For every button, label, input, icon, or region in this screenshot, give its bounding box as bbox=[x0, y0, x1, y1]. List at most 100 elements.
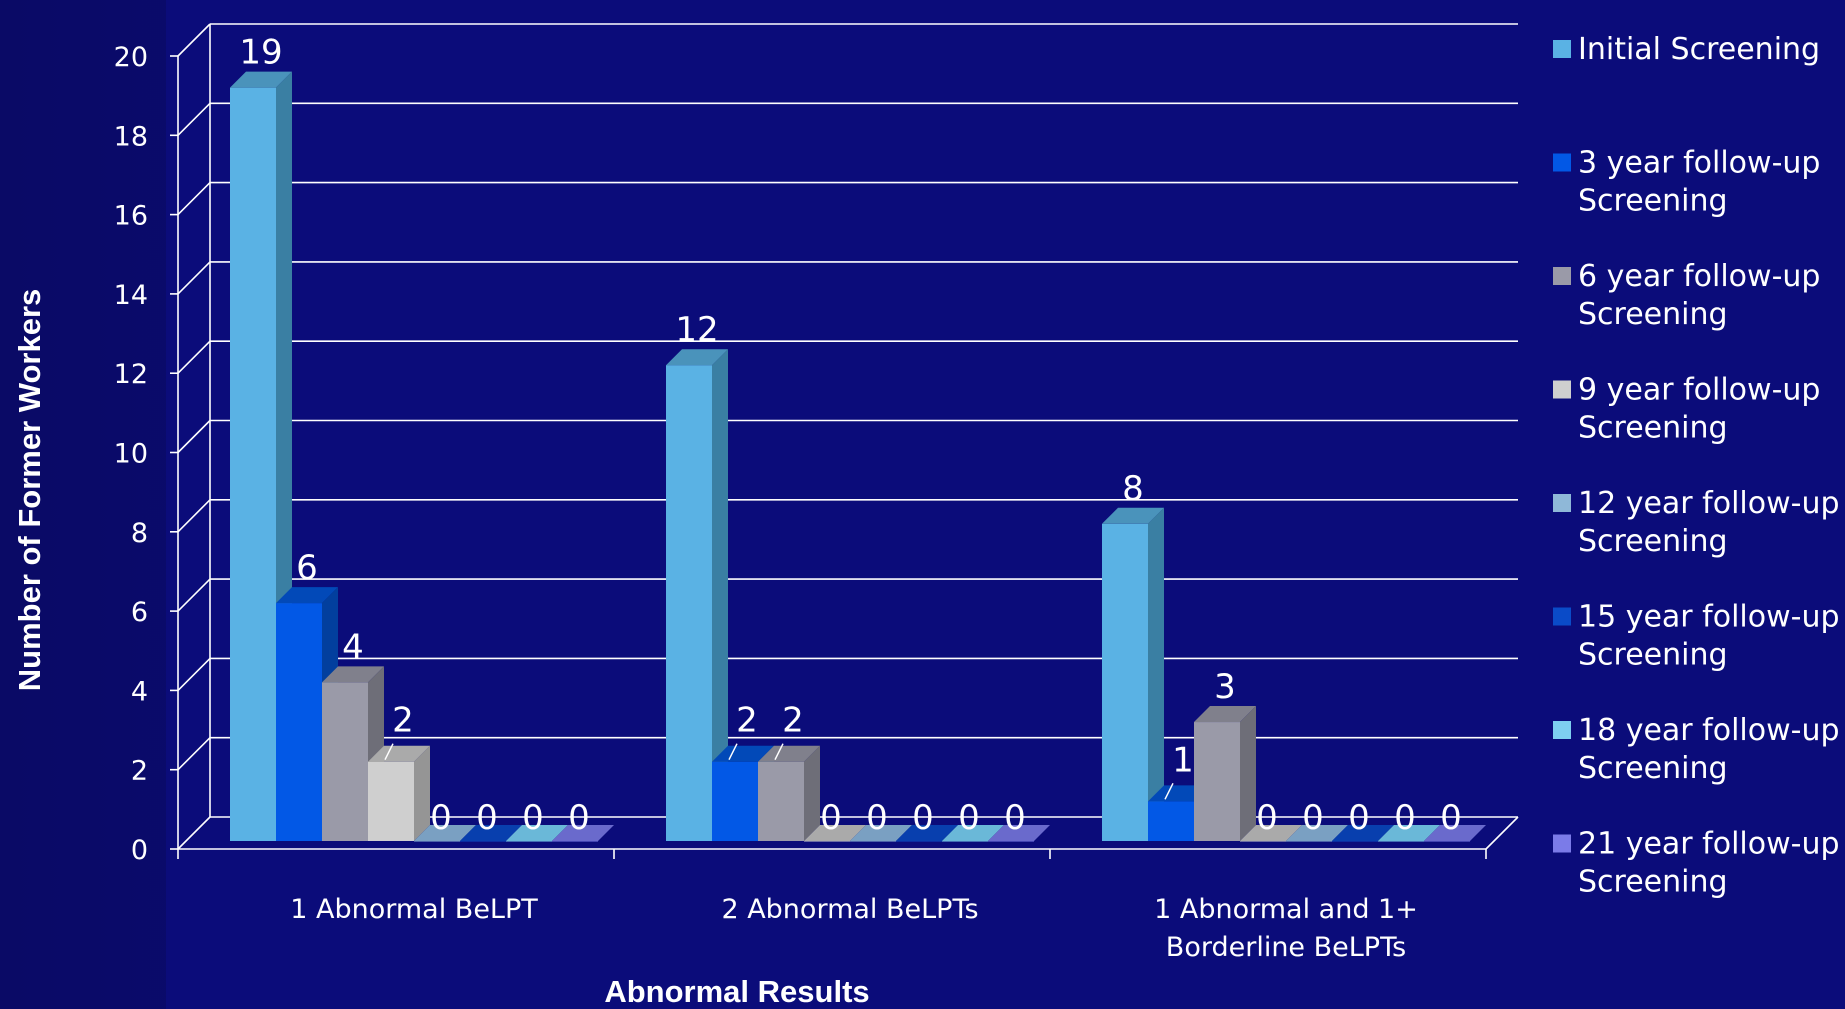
data-label: 0 bbox=[1256, 798, 1278, 838]
bar-front bbox=[896, 841, 942, 842]
bar bbox=[506, 825, 568, 842]
bar-top bbox=[368, 745, 430, 762]
x-axis-title: Abnormal Results bbox=[604, 974, 869, 1009]
bar-top bbox=[460, 825, 522, 841]
y-tick-label: 10 bbox=[114, 439, 148, 470]
bar-front bbox=[230, 87, 276, 841]
bar-top bbox=[1378, 825, 1440, 841]
bar-front bbox=[850, 841, 896, 842]
bar-front bbox=[1194, 722, 1240, 841]
leader-line bbox=[774, 743, 784, 761]
bar bbox=[1424, 825, 1486, 842]
bar-top bbox=[1286, 825, 1348, 841]
bar-top bbox=[552, 825, 614, 841]
bar-front bbox=[322, 682, 368, 841]
bar-front bbox=[1148, 801, 1194, 841]
bar-top bbox=[276, 587, 338, 604]
bar bbox=[896, 825, 958, 842]
bar-front bbox=[1424, 841, 1470, 842]
bar-top bbox=[896, 825, 958, 841]
bar-front bbox=[666, 365, 712, 841]
data-label: 0 bbox=[866, 798, 888, 838]
bar-top bbox=[1240, 825, 1302, 841]
legend-swatch bbox=[1553, 267, 1571, 285]
gridline-side bbox=[177, 578, 211, 612]
legend-label: 12 year follow-up bbox=[1578, 486, 1840, 521]
gridline-side bbox=[177, 340, 211, 374]
category-label: 1 Abnormal BeLPT bbox=[290, 894, 538, 925]
data-label: 0 bbox=[912, 798, 934, 838]
data-label: 2 bbox=[736, 701, 758, 741]
data-label: 3 bbox=[1214, 667, 1236, 707]
bar bbox=[368, 745, 430, 841]
bar-front bbox=[712, 761, 758, 841]
floor-right-edge bbox=[1485, 816, 1519, 850]
bar-top bbox=[988, 825, 1050, 841]
data-label: 0 bbox=[1348, 798, 1370, 838]
legend-label: 6 year follow-up bbox=[1578, 259, 1820, 294]
data-label: 6 bbox=[296, 548, 318, 588]
bar-top bbox=[712, 745, 774, 762]
data-label: 0 bbox=[820, 798, 842, 838]
gridline-side bbox=[177, 737, 211, 771]
gridline-side bbox=[177, 261, 211, 295]
bar-top bbox=[322, 666, 384, 683]
leader-line bbox=[1164, 783, 1174, 800]
y-tick-label: 2 bbox=[131, 756, 148, 787]
data-label: 19 bbox=[239, 33, 282, 73]
bar bbox=[1240, 825, 1302, 842]
data-label: 12 bbox=[675, 310, 718, 350]
bar bbox=[1286, 825, 1348, 842]
bar-top bbox=[414, 825, 476, 841]
bar-top bbox=[1332, 825, 1394, 841]
y-axis-title: Number of Former Workers bbox=[12, 289, 47, 692]
bar-top bbox=[1102, 507, 1164, 524]
data-label: 2 bbox=[782, 701, 804, 741]
bar-front bbox=[368, 761, 414, 841]
leader-line bbox=[728, 743, 738, 761]
legend-item: Initial Screening bbox=[1553, 32, 1820, 67]
bar bbox=[552, 825, 614, 842]
gridline-side bbox=[177, 419, 211, 454]
bar bbox=[758, 745, 820, 841]
axes bbox=[170, 24, 1519, 859]
bar bbox=[460, 825, 522, 842]
legend-label: Screening bbox=[1578, 411, 1728, 446]
data-label: 0 bbox=[476, 798, 498, 838]
category-label: 2 Abnormal BeLPTs bbox=[721, 894, 978, 925]
data-label: 4 bbox=[342, 627, 364, 667]
bar-side bbox=[712, 349, 728, 841]
legend-label: Screening bbox=[1578, 184, 1728, 219]
bar-top bbox=[1194, 706, 1256, 723]
gridline-side bbox=[177, 499, 211, 533]
y-tick-label: 4 bbox=[131, 676, 148, 707]
legend-label: 21 year follow-up bbox=[1578, 827, 1840, 862]
bar-top bbox=[758, 745, 820, 762]
y-tick-label: 12 bbox=[114, 359, 148, 390]
bar-side bbox=[414, 745, 430, 841]
legend-label: 18 year follow-up bbox=[1578, 713, 1840, 748]
y-tick-label: 16 bbox=[114, 201, 148, 232]
bar-front bbox=[988, 841, 1034, 842]
bar-front bbox=[460, 841, 506, 842]
bar-top bbox=[850, 825, 912, 841]
bar-top bbox=[506, 825, 568, 841]
legend-label: 9 year follow-up bbox=[1578, 373, 1820, 408]
bar-top bbox=[942, 825, 1004, 841]
gridline-side bbox=[177, 657, 211, 691]
bar bbox=[322, 666, 384, 841]
legend-label: Screening bbox=[1578, 865, 1728, 900]
category-labels: 1 Abnormal BeLPT 2 Abnormal BeLPTs 1 Abnor… bbox=[290, 894, 1418, 963]
gridline-side bbox=[177, 102, 211, 136]
bar-front bbox=[276, 603, 322, 841]
legend-label: Screening bbox=[1578, 751, 1728, 786]
legend-swatch bbox=[1553, 40, 1571, 58]
legend-label: 15 year follow-up bbox=[1578, 600, 1840, 635]
data-label: 0 bbox=[568, 798, 590, 838]
data-label: 2 bbox=[392, 701, 414, 741]
